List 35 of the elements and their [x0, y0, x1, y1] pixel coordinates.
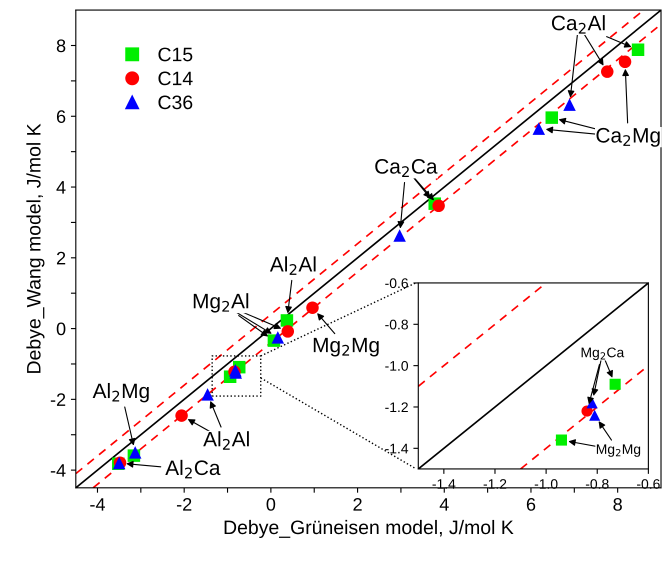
y-tick-label: 6	[56, 110, 66, 123]
x-tick-label: 8	[613, 498, 622, 511]
legend-label: C14	[158, 72, 193, 86]
annotation: Ca$_{2}$Al	[552, 15, 605, 34]
y-axis-title: Debye_Wang model, J/mol K	[26, 124, 44, 373]
annotation: Mg$_{2}$Mg	[596, 444, 640, 457]
y-tick-label: -0.6	[385, 278, 408, 288]
annotation: Ca$_{2}$Mg	[596, 128, 660, 147]
y-tick-label: 2	[56, 252, 66, 264]
x-tick-label: 0	[266, 498, 276, 511]
y-tick-label: 4	[56, 181, 66, 194]
annotation: Mg$_{2}$Mg	[314, 338, 379, 357]
x-tick-label: -2	[176, 498, 192, 511]
y-tick-label: -4	[50, 464, 66, 477]
x-tick-label: 2	[353, 498, 362, 511]
y-tick-label: -2	[50, 393, 66, 406]
y-tick-label: -1.0	[385, 360, 408, 371]
annotation: Ca$_{2}$Ca	[375, 159, 438, 178]
x-tick-label: 4	[440, 498, 449, 511]
annotation: Mg$_{2}$Ca	[582, 347, 624, 360]
x-tick-label: 6	[526, 498, 536, 511]
y-tick-label: -1.2	[385, 402, 408, 412]
y-tick-label: -1.4	[385, 444, 408, 454]
y-tick-label: 8	[56, 39, 66, 52]
annotation: Al$_{2}$Al	[270, 256, 316, 275]
x-tick-label: -4	[90, 498, 105, 511]
legend-label: C36	[158, 95, 192, 110]
y-tick-label: -0.8	[385, 320, 408, 330]
annotation: Mg$_{2}$Al	[194, 293, 248, 313]
annotation: Al$_{2}$Ca	[165, 460, 220, 478]
annotation: Al$_{2}$Mg	[92, 382, 149, 402]
legend-label: C15	[158, 48, 192, 62]
x-axis-title: Debye_Grüneisen model, J/mol K	[224, 520, 514, 538]
annotation: Al$_{2}$Al	[203, 431, 249, 450]
y-tick-label: 0	[56, 322, 66, 336]
